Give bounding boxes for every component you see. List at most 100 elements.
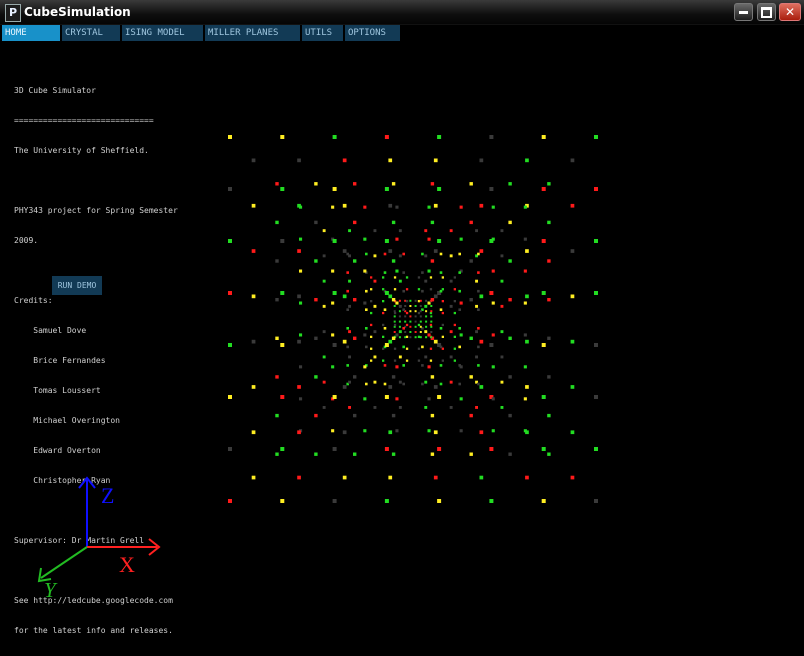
led-voxel	[314, 298, 318, 302]
minimize-button[interactable]	[734, 3, 753, 21]
led-voxel	[409, 336, 412, 339]
led-voxel	[437, 447, 442, 451]
led-voxel	[427, 301, 431, 305]
led-voxel	[459, 429, 463, 433]
led-voxel	[365, 308, 368, 311]
led-voxel	[417, 288, 421, 291]
application-window: P CubeSimulation ✕ HOME CRYSTAL ISING MO…	[0, 0, 804, 635]
led-voxel	[332, 395, 337, 399]
led-voxel	[441, 335, 444, 338]
led-voxel	[405, 300, 409, 303]
z-axis-arrow	[78, 476, 96, 547]
led-voxel	[430, 305, 433, 307]
led-voxel	[228, 447, 232, 451]
led-voxel	[489, 499, 494, 503]
led-voxel	[348, 355, 351, 359]
led-voxel	[414, 320, 417, 323]
led-voxel	[409, 299, 412, 302]
led-voxel	[430, 375, 435, 379]
led-voxel	[404, 315, 407, 318]
tab-crystal[interactable]: CRYSTAL	[62, 25, 120, 41]
title-bar[interactable]: P CubeSimulation ✕	[0, 0, 804, 25]
led-voxel	[332, 135, 337, 139]
led-voxel	[419, 305, 422, 307]
led-voxel	[475, 229, 478, 233]
led-voxel	[414, 325, 417, 328]
led-voxel	[489, 447, 494, 451]
led-voxel	[384, 187, 389, 191]
led-voxel	[430, 299, 433, 302]
led-voxel	[458, 327, 461, 330]
led-voxel	[382, 359, 385, 362]
led-voxel	[525, 249, 529, 253]
led-voxel	[409, 315, 412, 318]
led-voxel	[346, 364, 349, 367]
led-voxel	[430, 413, 435, 418]
led-voxel	[419, 310, 422, 313]
led-voxel	[332, 499, 337, 503]
led-voxel	[594, 343, 598, 347]
led-voxel	[437, 395, 442, 399]
led-voxel	[331, 205, 335, 209]
led-voxel	[525, 430, 529, 435]
led-voxel	[547, 452, 551, 456]
led-voxel	[491, 397, 495, 401]
led-voxel	[322, 355, 326, 359]
credit-name: Samuel Dove	[14, 326, 87, 335]
led-voxel	[314, 220, 318, 225]
led-voxel	[547, 182, 551, 186]
led-voxel	[353, 182, 357, 186]
led-voxel	[523, 365, 527, 369]
close-button[interactable]: ✕	[779, 3, 801, 21]
led-voxel	[297, 294, 301, 299]
tab-ising-model[interactable]: ISING MODEL	[122, 25, 203, 41]
tab-home[interactable]: HOME	[2, 25, 60, 41]
maximize-button[interactable]	[757, 3, 776, 21]
led-voxel	[439, 308, 443, 311]
led-voxel	[449, 330, 453, 334]
led-voxel	[441, 347, 444, 350]
led-voxel	[477, 271, 480, 274]
led-voxel	[388, 385, 393, 389]
led-voxel	[395, 269, 399, 273]
led-voxel	[391, 182, 396, 186]
led-voxel	[382, 300, 385, 303]
led-voxel	[409, 320, 412, 323]
led-voxel	[251, 475, 256, 480]
led-voxel	[425, 320, 428, 323]
led-voxel	[348, 279, 351, 283]
led-voxel	[414, 336, 417, 339]
led-voxel	[391, 336, 396, 340]
tab-options[interactable]: OPTIONS	[345, 25, 400, 41]
led-voxel	[393, 323, 397, 327]
led-voxel	[430, 259, 435, 263]
led-voxel	[398, 310, 401, 313]
led-voxel	[346, 327, 349, 330]
run-demo-button[interactable]: RUN DEMO	[52, 276, 102, 295]
led-voxel	[479, 203, 484, 208]
led-voxel	[430, 320, 433, 323]
led-voxel	[388, 158, 393, 163]
led-voxel	[459, 269, 463, 273]
led-voxel	[459, 365, 463, 369]
led-voxel	[489, 395, 494, 399]
led-voxel	[421, 382, 424, 386]
led-voxel	[500, 355, 504, 359]
led-voxel	[370, 335, 373, 338]
credit-name: Edward Overton	[14, 446, 101, 455]
led-voxel	[388, 294, 393, 299]
led-voxel	[469, 259, 473, 263]
tab-utils[interactable]: UTILS	[302, 25, 343, 41]
led-cube-view[interactable]	[0, 0, 804, 628]
led-voxel	[393, 331, 396, 333]
led-voxel	[430, 336, 435, 340]
led-voxel	[453, 335, 456, 338]
led-voxel	[489, 291, 494, 295]
maximize-icon	[761, 7, 772, 18]
led-voxel	[348, 304, 351, 308]
led-voxel	[297, 339, 301, 344]
led-voxel	[382, 323, 385, 327]
led-voxel	[500, 229, 504, 233]
tab-miller-planes[interactable]: MILLER PLANES	[205, 25, 300, 41]
led-voxel	[322, 304, 326, 308]
